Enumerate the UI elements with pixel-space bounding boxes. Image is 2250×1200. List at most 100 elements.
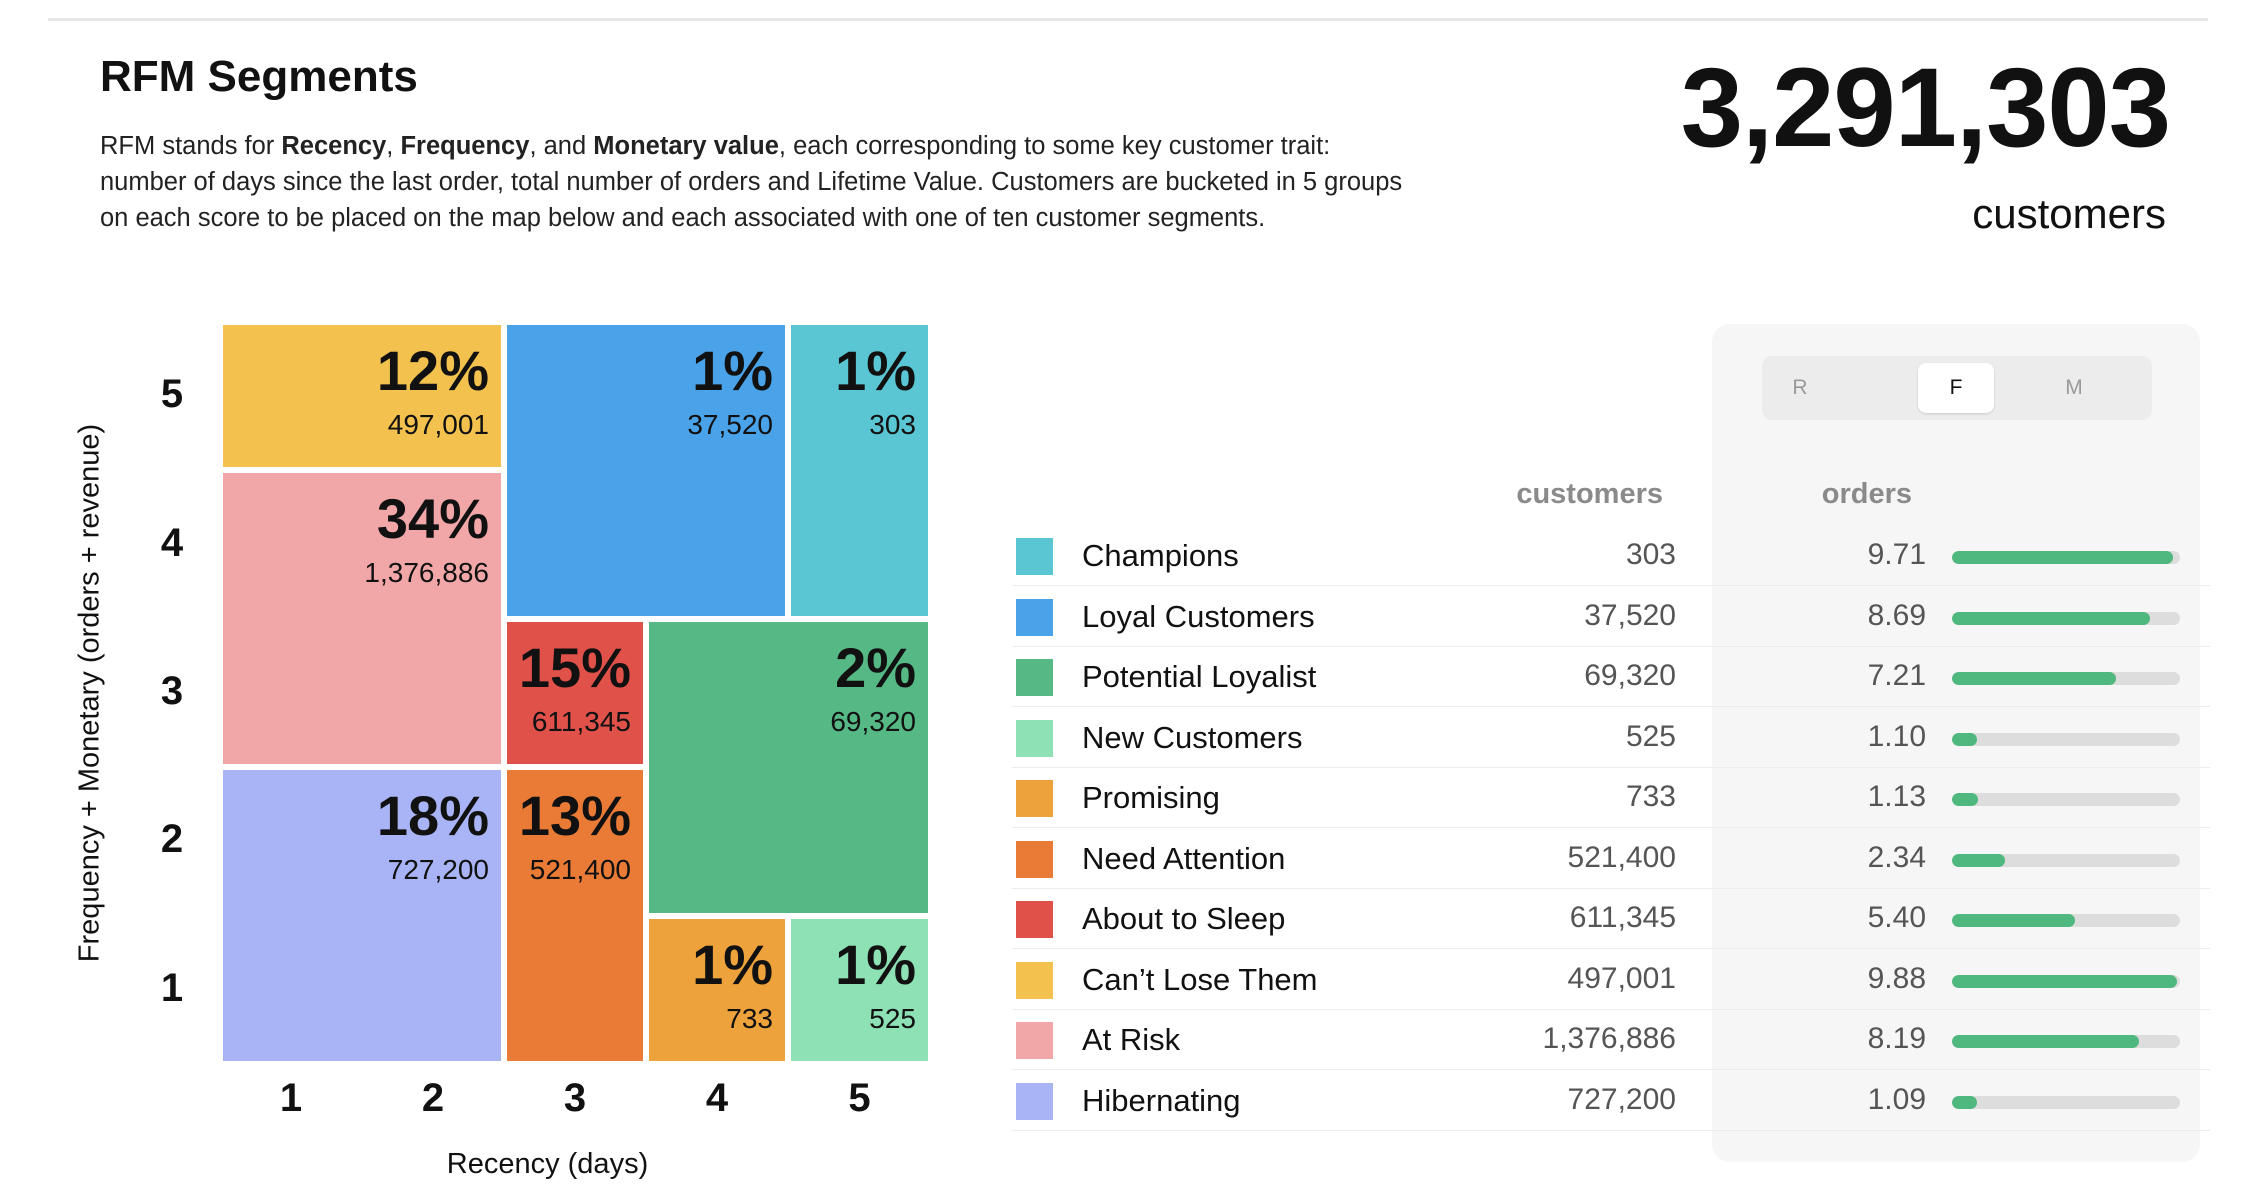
segment-count: 69,320	[830, 705, 916, 737]
segment-color-swatch	[1016, 659, 1053, 696]
x-tick: 4	[705, 1076, 729, 1120]
segment-customers: 497,001	[1567, 961, 1676, 995]
segment-row[interactable]: Promising 733 1.13	[1012, 768, 2210, 828]
segment-percent: 34%	[376, 487, 489, 551]
segment-count: 727,200	[387, 854, 489, 886]
orders-bar-track	[1952, 793, 2180, 806]
description: RFM stands for Recency, Frequency, and M…	[100, 128, 1420, 236]
segment-name: Promising	[1082, 780, 1220, 815]
segment-count: 37,520	[687, 409, 773, 440]
orders-bar-track	[1952, 1095, 2180, 1109]
orders-bar-fill	[1952, 611, 2151, 625]
orders-bar-fill	[1952, 672, 2117, 685]
segment-orders: 9.88	[1867, 961, 1926, 995]
segment-percent: 1%	[835, 932, 916, 996]
total-customers-unit: customers	[1972, 190, 2166, 237]
segment-name: Need Attention	[1082, 840, 1286, 876]
x-tick: 5	[848, 1076, 871, 1120]
segment-color-swatch	[1016, 598, 1053, 636]
segment-cell[interactable]: 34% 1,376,886	[220, 470, 504, 768]
segment-count: 303	[869, 409, 916, 440]
segment-percent: 15%	[518, 635, 631, 699]
segment-count: 497,001	[387, 409, 489, 440]
segment-orders: 9.71	[1867, 538, 1926, 571]
column-header-orders: orders	[1821, 478, 1912, 510]
segment-cell[interactable]: 2% 69,320	[646, 618, 931, 916]
segment-color-swatch	[1016, 961, 1053, 999]
segment-count: 521,400	[529, 854, 631, 886]
segment-customers: 303	[1625, 538, 1676, 571]
orders-bar-fill	[1952, 793, 1978, 806]
segment-row[interactable]: Need Attention 521,400 2.34	[1012, 829, 2210, 889]
segment-name: Loyal Customers	[1082, 598, 1315, 634]
segment-row[interactable]: Hibernating 727,200 1.09	[1012, 1071, 2210, 1131]
segment-cell[interactable]: 1% 525	[788, 915, 931, 1064]
tab-r[interactable]: R	[1792, 376, 1808, 399]
segment-percent: 18%	[376, 784, 489, 848]
segment-customers: 727,200	[1567, 1082, 1676, 1116]
segment-orders: 7.21	[1867, 659, 1926, 692]
segment-cell[interactable]: 15% 611,345	[504, 618, 646, 768]
segment-color-swatch	[1016, 538, 1053, 575]
description-text: ,	[386, 132, 401, 160]
y-axis-label: Frequency + Monetary (orders + revenue)	[73, 423, 106, 963]
segment-count: 611,345	[531, 705, 631, 737]
segment-cell[interactable]: 1% 37,520	[504, 322, 788, 619]
orders-bar-track	[1952, 1035, 2180, 1048]
segment-cell[interactable]: 13% 521,400	[504, 767, 646, 1064]
segment-row[interactable]: New Customers 525 1.10	[1012, 708, 2210, 768]
segment-name: Potential Loyalist	[1082, 659, 1317, 694]
segment-count: 525	[869, 1002, 916, 1034]
orders-bar-fill	[1952, 1035, 2139, 1048]
segment-orders: 1.09	[1867, 1082, 1926, 1116]
segment-percent: 12%	[376, 339, 489, 402]
segment-color-swatch	[1016, 780, 1053, 817]
segment-row[interactable]: At Risk 1,376,886 8.19	[1012, 1010, 2210, 1070]
segment-percent: 1%	[692, 932, 773, 996]
segment-orders: 8.19	[1867, 1022, 1926, 1055]
segment-orders: 5.40	[1867, 901, 1926, 934]
segment-orders: 8.69	[1867, 598, 1926, 632]
segment-customers: 37,520	[1584, 598, 1676, 632]
description-text: , and	[529, 132, 594, 160]
segment-percent: 13%	[518, 784, 631, 848]
orders-bar-fill	[1952, 551, 2174, 564]
orders-bar-fill	[1952, 853, 2006, 867]
segment-percent: 1%	[835, 339, 916, 402]
segment-percent: 1%	[692, 339, 773, 402]
segment-customers: 1,376,886	[1542, 1022, 1676, 1055]
description-frequency: Frequency	[400, 132, 530, 160]
top-divider	[48, 18, 2208, 21]
segment-row[interactable]: About to Sleep 611,345 5.40	[1012, 889, 2210, 949]
tab-m[interactable]: M	[2065, 376, 2083, 399]
segment-color-swatch	[1016, 901, 1053, 938]
orders-bar-fill	[1952, 974, 2178, 988]
y-tick: 5	[160, 372, 184, 417]
segment-row[interactable]: Champions 303 9.71	[1012, 526, 2210, 586]
segment-row[interactable]: Potential Loyalist 69,320 7.21	[1012, 647, 2210, 707]
x-tick: 1	[279, 1076, 303, 1120]
segment-name: About to Sleep	[1082, 901, 1286, 936]
description-text: , each corresponding to some key custome…	[100, 132, 1403, 232]
orders-bar-fill	[1952, 1095, 1977, 1109]
segment-name: New Customers	[1082, 719, 1303, 755]
segment-cell[interactable]: 12% 497,001	[220, 322, 504, 471]
segment-cell[interactable]: 18% 727,200	[220, 767, 504, 1064]
segment-customers: 611,345	[1569, 901, 1676, 934]
x-tick: 3	[563, 1076, 587, 1120]
page-title: RFM Segments	[100, 52, 418, 101]
segment-row[interactable]: Can’t Lose Them 497,001 9.88	[1012, 950, 2210, 1010]
orders-bar-track	[1952, 853, 2180, 867]
orders-bar-fill	[1952, 732, 1978, 746]
segment-cell[interactable]: 1% 303	[788, 322, 931, 619]
column-header-customers: customers	[1516, 478, 1663, 510]
segment-cell[interactable]: 1% 733	[646, 915, 788, 1064]
segment-percent: 2%	[835, 635, 916, 699]
orders-bar-track	[1952, 611, 2180, 625]
segment-name: Hibernating	[1082, 1082, 1241, 1118]
segment-row[interactable]: Loyal Customers 37,520 8.69	[1012, 587, 2210, 647]
segment-customers: 521,400	[1567, 840, 1676, 874]
y-tick: 1	[160, 965, 184, 1010]
tab-f[interactable]: F	[1918, 363, 1994, 413]
metric-tabs: R F M	[1762, 356, 2152, 420]
